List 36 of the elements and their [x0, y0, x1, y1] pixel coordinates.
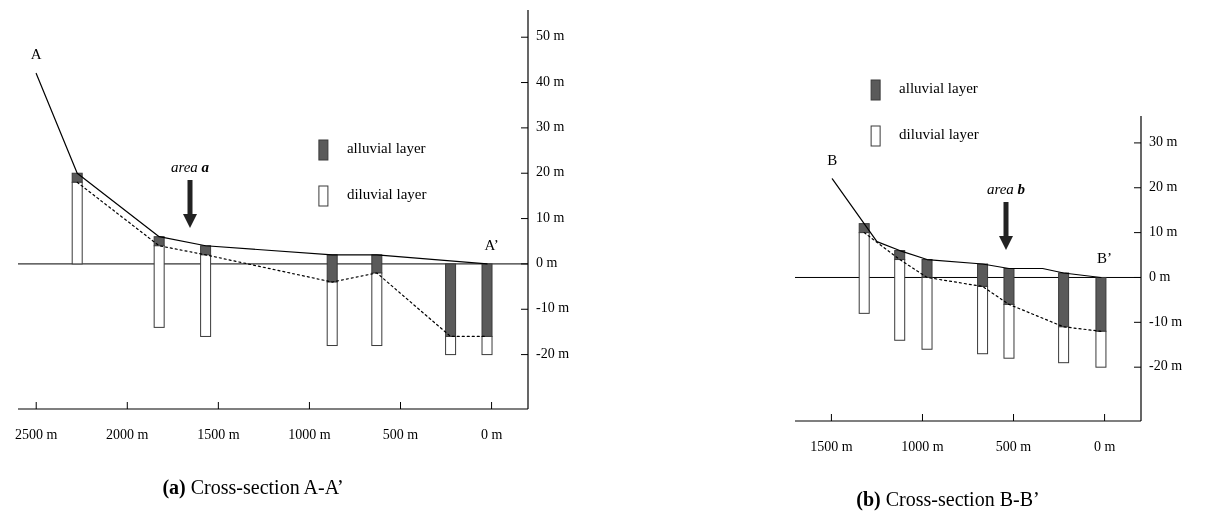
y-tick-label: 20 m	[1149, 178, 1178, 194]
annotation: B’	[1097, 250, 1113, 267]
x-tick-label: 1000 m	[288, 427, 331, 442]
y-tick-label: 20 m	[536, 164, 565, 180]
text: (b) Cross-section B-B’	[856, 488, 1040, 511]
legend-label: alluvial layer	[899, 80, 978, 97]
annotation: A	[30, 46, 42, 63]
y-tick-label: 0 m	[536, 255, 558, 271]
y-tick-label: -10 m	[536, 300, 570, 316]
y-tick-label: 30 m	[1149, 134, 1178, 150]
x-tick-label: 2000 m	[106, 427, 149, 442]
annotation: B	[827, 151, 838, 168]
x-tick-label: 0 m	[480, 427, 503, 442]
x-tick-label: 1500 m	[810, 439, 853, 454]
y-tick-label: 50 m	[536, 28, 565, 44]
y-tick-label: 0 m	[1149, 268, 1171, 284]
y-tick-label: 10 m	[536, 209, 565, 225]
x-tick-label: 2500 m	[15, 427, 58, 442]
annotation: area b	[986, 181, 1026, 197]
y-tick-label: -10 m	[1149, 313, 1183, 329]
y-tick-label: -20 m	[536, 345, 570, 361]
x-tick-label: 1500 m	[197, 427, 240, 442]
legend-label: diluvial layer	[346, 186, 427, 203]
x-tick-label: 500 m	[995, 439, 1032, 454]
text: (a) Cross-section A-A’	[162, 476, 344, 499]
legend-label: diluvial layer	[899, 126, 979, 143]
annotation: A’	[484, 236, 499, 253]
annotation: area a	[170, 159, 210, 175]
y-tick-label: -20 m	[1149, 358, 1183, 374]
y-tick-label: 40 m	[536, 73, 565, 89]
x-tick-label: 1000 m	[901, 439, 944, 454]
legend-label: alluvial layer	[346, 140, 426, 157]
y-tick-label: 10 m	[1149, 223, 1178, 239]
y-tick-label: 30 m	[536, 119, 565, 135]
x-tick-label: 0 m	[1093, 439, 1116, 454]
x-tick-label: 500 m	[382, 427, 419, 442]
